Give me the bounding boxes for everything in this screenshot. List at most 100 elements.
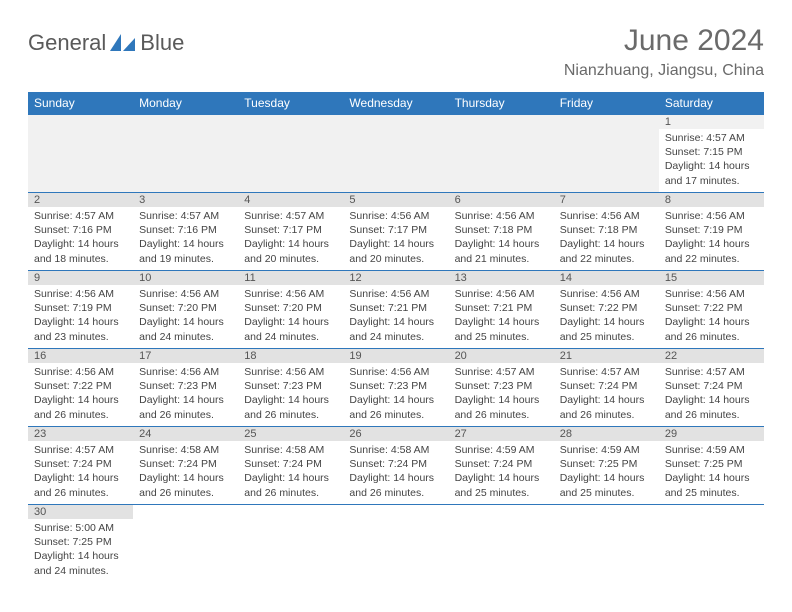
day-number: 14 xyxy=(554,271,659,285)
sunset-text: Sunset: 7:21 PM xyxy=(349,301,442,315)
day-content: Sunrise: 4:57 AMSunset: 7:16 PMDaylight:… xyxy=(28,207,133,270)
sunrise-text: Sunrise: 4:58 AM xyxy=(244,443,337,457)
sunset-text: Sunset: 7:23 PM xyxy=(244,379,337,393)
calendar-cell: 28Sunrise: 4:59 AMSunset: 7:25 PMDayligh… xyxy=(554,427,659,505)
sunrise-text: Sunrise: 4:57 AM xyxy=(139,209,232,223)
calendar-cell: 1Sunrise: 4:57 AMSunset: 7:15 PMDaylight… xyxy=(659,115,764,193)
day-number: 17 xyxy=(133,349,238,363)
sail-icon xyxy=(110,34,136,52)
day-number: 26 xyxy=(343,427,448,441)
daylight-text: Daylight: 14 hours and 26 minutes. xyxy=(34,393,127,421)
day-number: 3 xyxy=(133,193,238,207)
day-number: 19 xyxy=(343,349,448,363)
calendar-cell xyxy=(343,115,448,193)
calendar-cell: 8Sunrise: 4:56 AMSunset: 7:19 PMDaylight… xyxy=(659,193,764,271)
weekday-header: Thursday xyxy=(449,92,554,115)
sunset-text: Sunset: 7:17 PM xyxy=(349,223,442,237)
weekday-header: Saturday xyxy=(659,92,764,115)
sunset-text: Sunset: 7:24 PM xyxy=(665,379,758,393)
sunrise-text: Sunrise: 4:57 AM xyxy=(244,209,337,223)
calendar-cell: 2Sunrise: 4:57 AMSunset: 7:16 PMDaylight… xyxy=(28,193,133,271)
daylight-text: Daylight: 14 hours and 26 minutes. xyxy=(349,393,442,421)
weekday-header-row: Sunday Monday Tuesday Wednesday Thursday… xyxy=(28,92,764,115)
sunrise-text: Sunrise: 5:00 AM xyxy=(34,521,127,535)
sunset-text: Sunset: 7:19 PM xyxy=(665,223,758,237)
sunset-text: Sunset: 7:19 PM xyxy=(34,301,127,315)
day-number: 21 xyxy=(554,349,659,363)
calendar-week-row: 9Sunrise: 4:56 AMSunset: 7:19 PMDaylight… xyxy=(28,271,764,349)
day-content: Sunrise: 4:59 AMSunset: 7:24 PMDaylight:… xyxy=(449,441,554,504)
sunrise-text: Sunrise: 4:56 AM xyxy=(349,287,442,301)
day-content: Sunrise: 4:58 AMSunset: 7:24 PMDaylight:… xyxy=(238,441,343,504)
daylight-text: Daylight: 14 hours and 26 minutes. xyxy=(349,471,442,499)
calendar-cell: 23Sunrise: 4:57 AMSunset: 7:24 PMDayligh… xyxy=(28,427,133,505)
sunset-text: Sunset: 7:22 PM xyxy=(665,301,758,315)
day-number: 11 xyxy=(238,271,343,285)
sunset-text: Sunset: 7:25 PM xyxy=(560,457,653,471)
calendar-cell: 19Sunrise: 4:56 AMSunset: 7:23 PMDayligh… xyxy=(343,349,448,427)
sunrise-text: Sunrise: 4:56 AM xyxy=(349,209,442,223)
daylight-text: Daylight: 14 hours and 25 minutes. xyxy=(560,315,653,343)
day-number: 13 xyxy=(449,271,554,285)
calendar-cell: 27Sunrise: 4:59 AMSunset: 7:24 PMDayligh… xyxy=(449,427,554,505)
sunset-text: Sunset: 7:20 PM xyxy=(244,301,337,315)
day-number: 5 xyxy=(343,193,448,207)
calendar-cell: 21Sunrise: 4:57 AMSunset: 7:24 PMDayligh… xyxy=(554,349,659,427)
calendar-cell: 10Sunrise: 4:56 AMSunset: 7:20 PMDayligh… xyxy=(133,271,238,349)
day-number: 27 xyxy=(449,427,554,441)
sunset-text: Sunset: 7:22 PM xyxy=(560,301,653,315)
calendar-cell: 25Sunrise: 4:58 AMSunset: 7:24 PMDayligh… xyxy=(238,427,343,505)
calendar-cell: 4 Sunrise: 4:57 AMSunset: 7:17 PMDaylight… xyxy=(238,193,343,271)
daylight-text: Daylight: 14 hours and 24 minutes. xyxy=(349,315,442,343)
day-content: Sunrise: 4:59 AMSunset: 7:25 PMDaylight:… xyxy=(554,441,659,504)
day-content: Sunrise: 4:56 AMSunset: 7:21 PMDaylight:… xyxy=(449,285,554,348)
day-number: 4 xyxy=(238,193,343,207)
daylight-text: Daylight: 14 hours and 26 minutes. xyxy=(560,393,653,421)
calendar-cell xyxy=(449,505,554,583)
day-number: 6 xyxy=(449,193,554,207)
daylight-text: Daylight: 14 hours and 20 minutes. xyxy=(244,237,337,265)
daylight-text: Daylight: 14 hours and 26 minutes. xyxy=(139,393,232,421)
day-content: Sunrise: 4:57 AMSunset: 7:15 PMDaylight:… xyxy=(659,129,764,192)
calendar-cell xyxy=(554,505,659,583)
sunset-text: Sunset: 7:16 PM xyxy=(34,223,127,237)
sunrise-text: Sunrise: 4:56 AM xyxy=(560,209,653,223)
sunset-text: Sunset: 7:17 PM xyxy=(244,223,337,237)
sunset-text: Sunset: 7:24 PM xyxy=(560,379,653,393)
sunset-text: Sunset: 7:24 PM xyxy=(349,457,442,471)
day-number: 24 xyxy=(133,427,238,441)
sunrise-text: Sunrise: 4:56 AM xyxy=(244,365,337,379)
daylight-text: Daylight: 14 hours and 23 minutes. xyxy=(34,315,127,343)
day-content: Sunrise: 4:56 AMSunset: 7:22 PMDaylight:… xyxy=(659,285,764,348)
day-number: 7 xyxy=(554,193,659,207)
calendar-cell: 20Sunrise: 4:57 AMSunset: 7:23 PMDayligh… xyxy=(449,349,554,427)
sunset-text: Sunset: 7:23 PM xyxy=(455,379,548,393)
day-content: Sunrise: 4:56 AMSunset: 7:23 PMDaylight:… xyxy=(343,363,448,426)
sunrise-text: Sunrise: 4:57 AM xyxy=(455,365,548,379)
weekday-header: Monday xyxy=(133,92,238,115)
sunset-text: Sunset: 7:24 PM xyxy=(455,457,548,471)
calendar-cell xyxy=(659,505,764,583)
day-content: Sunrise: 4:57 AMSunset: 7:23 PMDaylight:… xyxy=(449,363,554,426)
calendar-cell: 6Sunrise: 4:56 AMSunset: 7:18 PMDaylight… xyxy=(449,193,554,271)
logo-text-b: Blue xyxy=(140,30,184,56)
day-number: 20 xyxy=(449,349,554,363)
daylight-text: Daylight: 14 hours and 19 minutes. xyxy=(139,237,232,265)
daylight-text: Daylight: 14 hours and 25 minutes. xyxy=(455,471,548,499)
calendar-cell: 29Sunrise: 4:59 AMSunset: 7:25 PMDayligh… xyxy=(659,427,764,505)
sunrise-text: Sunrise: 4:56 AM xyxy=(455,209,548,223)
sunrise-text: Sunrise: 4:56 AM xyxy=(139,365,232,379)
daylight-text: Daylight: 14 hours and 22 minutes. xyxy=(665,237,758,265)
calendar-cell xyxy=(28,115,133,193)
empty-day-header xyxy=(238,115,343,129)
calendar-cell: 17Sunrise: 4:56 AMSunset: 7:23 PMDayligh… xyxy=(133,349,238,427)
calendar-cell xyxy=(238,115,343,193)
calendar-cell xyxy=(554,115,659,193)
day-content: Sunrise: 4:57 AMSunset: 7:24 PMDaylight:… xyxy=(28,441,133,504)
day-number: 10 xyxy=(133,271,238,285)
calendar-cell: 14Sunrise: 4:56 AMSunset: 7:22 PMDayligh… xyxy=(554,271,659,349)
calendar-cell xyxy=(343,505,448,583)
calendar-cell: 24Sunrise: 4:58 AMSunset: 7:24 PMDayligh… xyxy=(133,427,238,505)
sunset-text: Sunset: 7:22 PM xyxy=(34,379,127,393)
sunrise-text: Sunrise: 4:56 AM xyxy=(139,287,232,301)
